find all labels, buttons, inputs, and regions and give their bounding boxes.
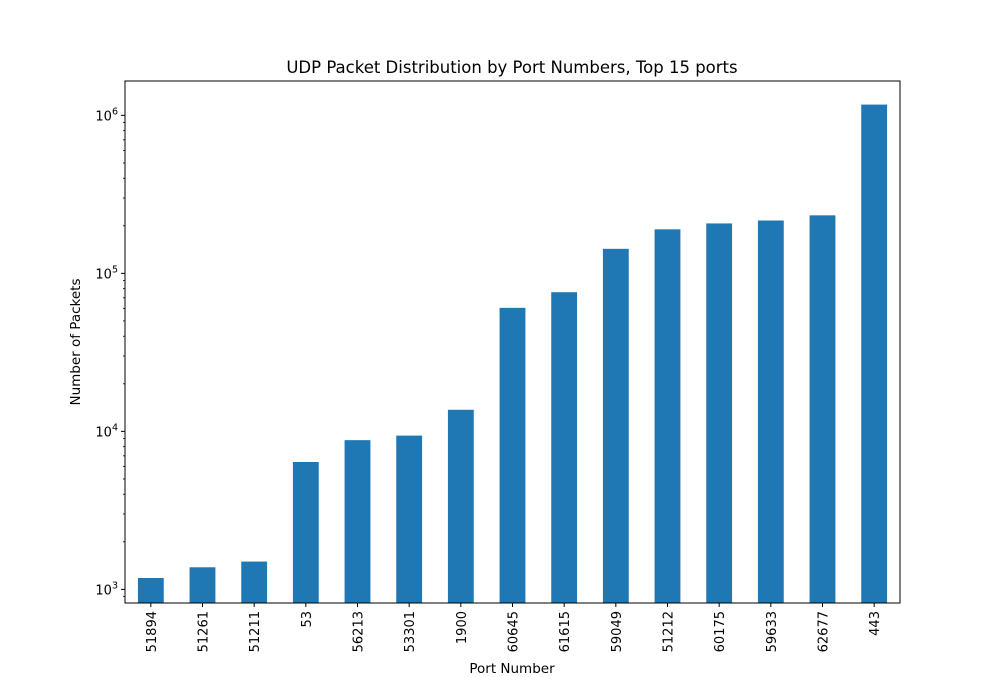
x-tick-label: 1900 xyxy=(455,611,470,644)
chart-title: UDP Packet Distribution by Port Numbers,… xyxy=(286,58,737,77)
bar-1900 xyxy=(447,409,474,603)
x-tick-label: 62677 xyxy=(817,611,832,652)
x-tick-label: 51211 xyxy=(248,611,263,652)
bar-60175 xyxy=(706,223,733,603)
x-tick-label: 59633 xyxy=(765,611,780,652)
x-tick-label: 59049 xyxy=(610,611,625,652)
x-tick-label: 443 xyxy=(868,611,883,636)
bar-59633 xyxy=(757,220,784,603)
bars-group xyxy=(137,104,888,603)
x-axis-ticks: 51894 51261 51211 53 56213 53301 1900 60645 6161… xyxy=(145,603,883,652)
bar-53 xyxy=(292,462,319,603)
bar-443 xyxy=(861,104,888,603)
bar-62677 xyxy=(809,215,836,603)
x-tick-label: 60175 xyxy=(713,611,728,652)
x-tick-label: 51212 xyxy=(662,611,677,652)
x-tick-label: 60645 xyxy=(507,611,522,652)
bar-56213 xyxy=(344,440,371,603)
bar-59049 xyxy=(602,248,629,603)
bar-51894 xyxy=(137,578,164,603)
bar-51211 xyxy=(241,561,268,603)
bar-61615 xyxy=(551,292,578,603)
bar-51212 xyxy=(654,229,681,603)
y-tick-label: 103 xyxy=(95,580,118,598)
x-tick-label: 53 xyxy=(300,611,315,628)
y-axis-label: Number of Packets xyxy=(68,278,84,405)
y-tick-label: 104 xyxy=(95,422,118,440)
x-tick-label: 53301 xyxy=(403,611,418,652)
plot-frame xyxy=(124,80,901,604)
bar-60645 xyxy=(499,307,526,603)
x-tick-label: 51261 xyxy=(197,611,212,652)
x-tick-label: 61615 xyxy=(558,611,573,652)
x-tick-label: 56213 xyxy=(352,611,367,652)
x-tick-label: 51894 xyxy=(145,611,160,652)
y-axis-ticks: 103 104 105 106 xyxy=(95,106,125,598)
x-axis-label: Port Number xyxy=(469,661,555,677)
bar-53301 xyxy=(396,435,423,603)
bar-51261 xyxy=(189,567,216,603)
y-tick-label: 105 xyxy=(95,264,118,282)
y-tick-label: 106 xyxy=(95,106,118,124)
